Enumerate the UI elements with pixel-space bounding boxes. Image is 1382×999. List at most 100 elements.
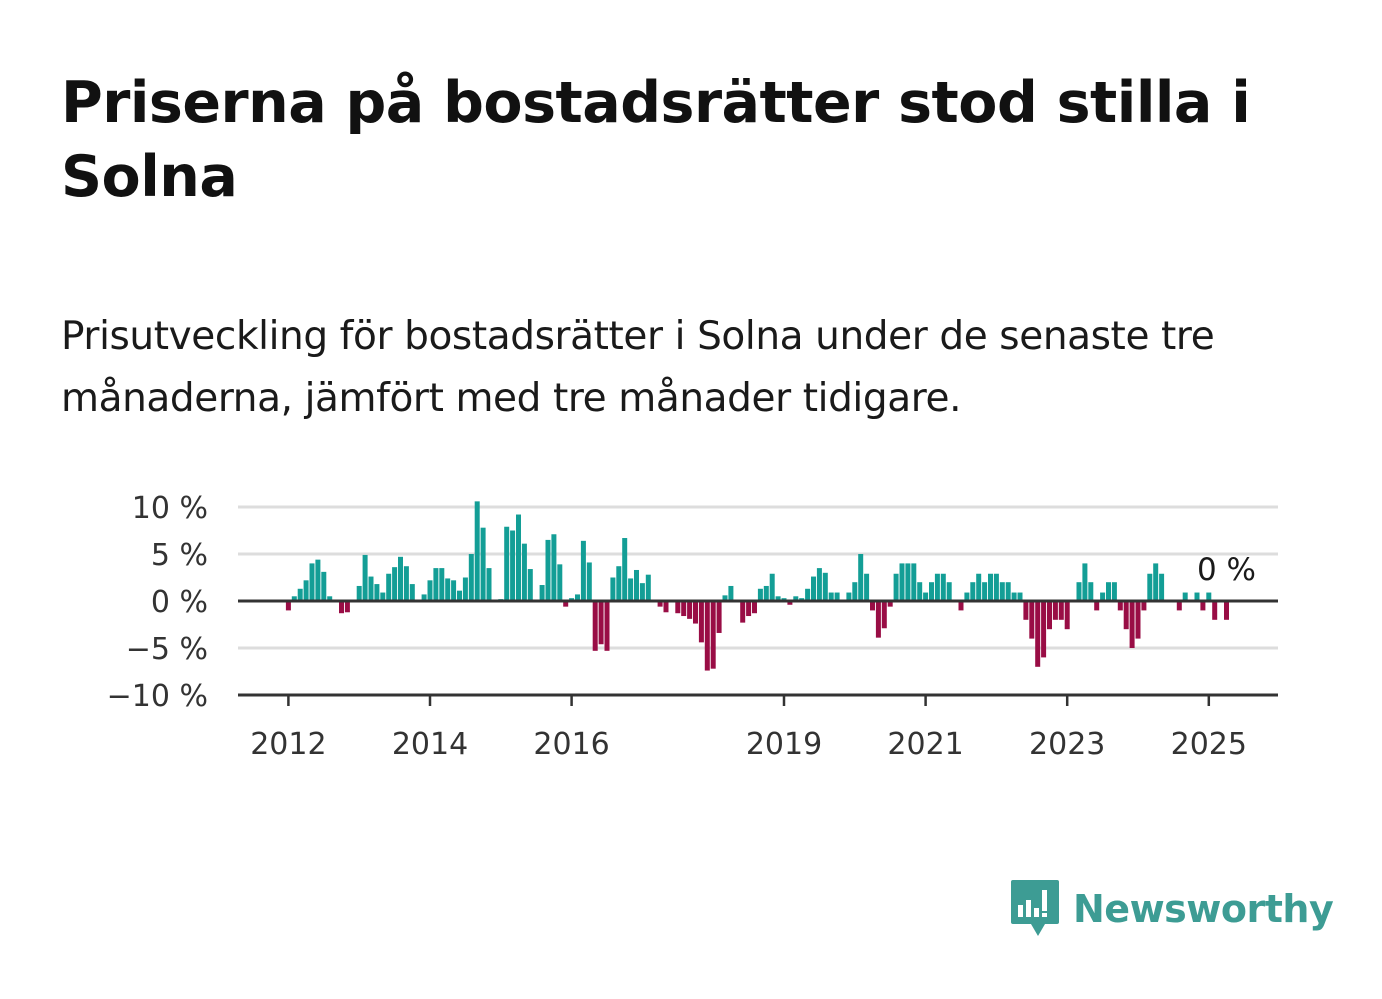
bar [746,601,752,617]
bar [309,563,315,601]
bar [899,563,905,601]
bar [474,501,480,601]
bar [1123,601,1129,630]
bar [1106,582,1111,601]
bar [1206,592,1212,601]
y-tick-label: −5 % [126,632,208,667]
bar [462,577,468,601]
bar [775,596,781,601]
bar [805,588,811,601]
bar [752,601,757,614]
bar [722,595,728,601]
bar [545,539,551,601]
bar [946,582,952,601]
bar [864,573,870,601]
bar [1182,592,1188,601]
bar [1035,601,1041,667]
bar [787,601,793,605]
bar [934,573,940,601]
bar [763,585,769,601]
bar [344,601,350,613]
bar [1076,582,1082,601]
bar [398,556,403,601]
bar [1212,601,1218,620]
bar [468,554,474,601]
bar [1088,582,1094,601]
bar [846,592,852,601]
bar [386,573,392,601]
bar [604,601,610,651]
bar [970,582,976,601]
bar [911,563,917,601]
bar [362,554,368,601]
bar [982,582,988,601]
bar [445,578,451,601]
bar [740,601,746,623]
bar [291,596,297,601]
bar [887,601,893,607]
newsworthy-logo-icon [1011,880,1059,936]
bar [681,601,687,617]
x-tick-label: 2014 [392,727,468,762]
bar [527,569,533,601]
chart-subtitle: Prisutveckling för bostadsrätter i Solna… [61,314,1215,421]
bar [1224,601,1229,620]
bar [297,588,303,601]
bar [1141,601,1147,611]
bar [622,538,628,601]
bar [1100,592,1106,601]
bar [551,534,557,601]
bar [433,568,439,601]
bar [893,573,899,601]
bar [716,601,722,633]
bar [516,514,521,601]
x-tick-label: 2023 [1029,727,1105,762]
bar [1029,601,1035,639]
bar [816,568,822,601]
bar [858,554,864,601]
y-tick-label: 0 % [151,585,208,620]
bar [628,578,634,601]
bar [1064,601,1070,630]
bar [392,567,398,601]
bar [657,601,663,607]
bar [976,573,982,601]
bars [285,501,1229,671]
bar [1047,601,1052,630]
bar [769,573,775,601]
bar [610,577,616,601]
bar [1058,601,1064,620]
bar [521,543,527,601]
x-tick-label: 2019 [746,727,822,762]
bar [592,601,598,651]
bar [303,580,309,601]
bar [811,576,816,601]
bar [1176,601,1182,611]
bar [675,601,681,614]
bar [1023,601,1029,620]
x-tick-label: 2025 [1171,727,1247,762]
bar [510,530,516,601]
bar [693,601,698,624]
bar [504,526,510,601]
bar [993,573,999,601]
bar [285,601,291,611]
bar [457,590,462,601]
bar [917,582,923,601]
brand-logo[interactable]: Newsworthy [1011,878,1334,940]
bar [1094,601,1100,611]
bar [1147,573,1153,601]
bar [663,601,669,613]
bar [327,596,333,601]
bar [486,568,492,601]
bar [757,588,763,601]
bar [822,572,828,601]
bar [1159,573,1165,601]
bar [1017,592,1023,601]
bar [380,592,386,601]
bar [870,601,875,611]
bar [339,601,344,614]
bar [427,580,433,601]
bar [1011,592,1017,601]
bar [728,585,734,601]
